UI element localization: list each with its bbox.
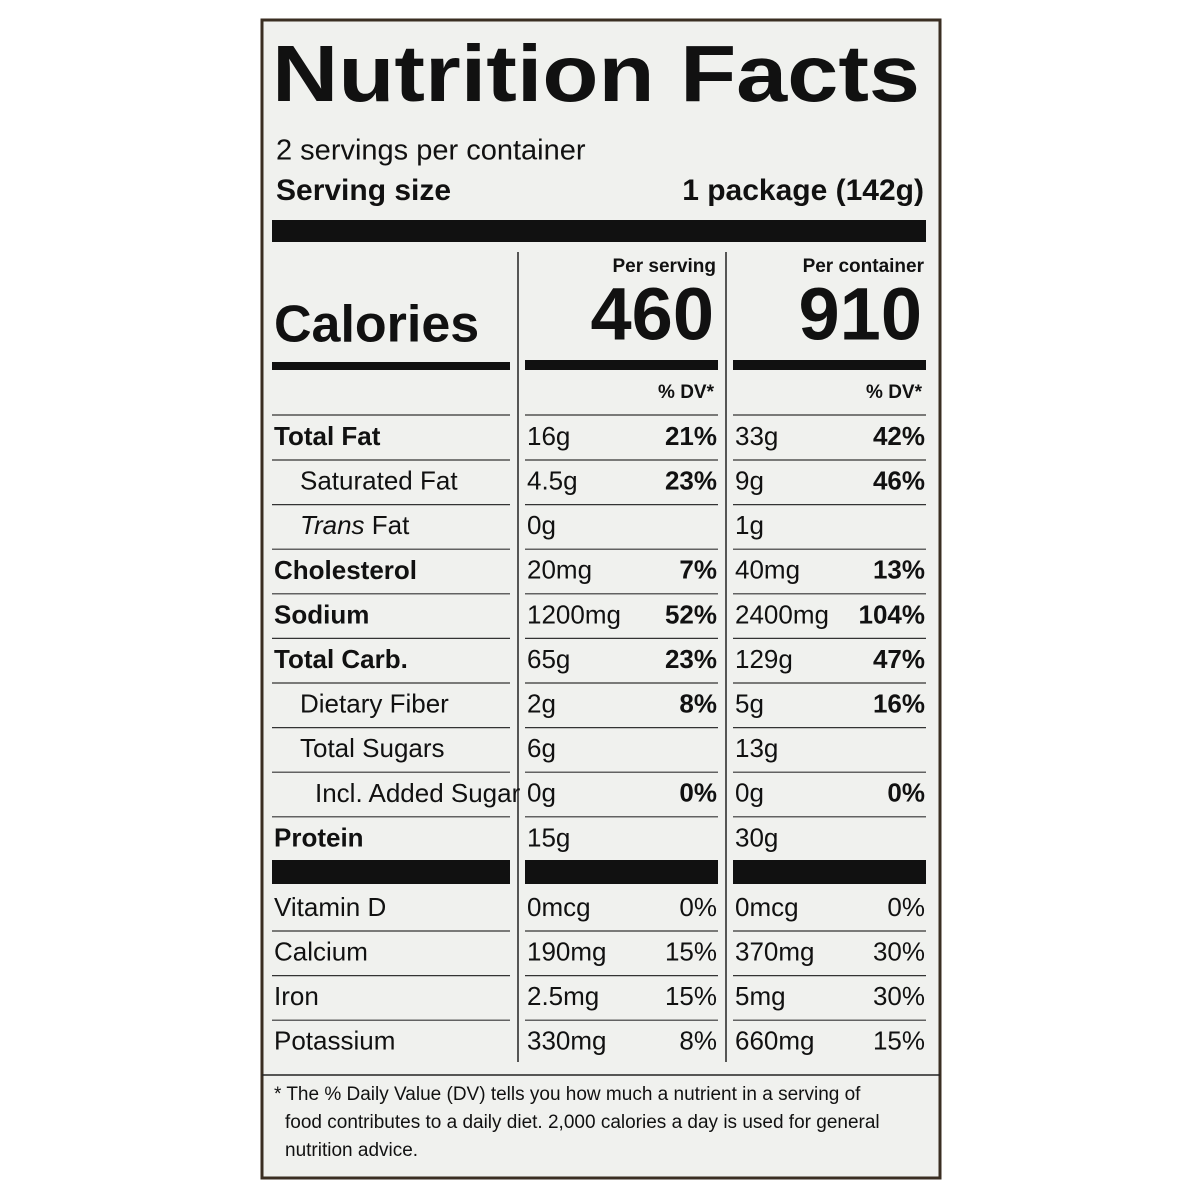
daily-value: 30%	[873, 936, 925, 966]
footnote: * The % Daily Value (DV) tells you how m…	[274, 1084, 861, 1105]
amount: 1200mg	[527, 599, 621, 629]
daily-value: 0%	[887, 778, 925, 808]
nutrient-name-text: Total Sugars	[300, 733, 445, 763]
nutrient-name: Total Fat	[274, 421, 381, 451]
amount: 2.5mg	[527, 981, 599, 1011]
nutrient-name-text: Protein	[274, 822, 364, 852]
daily-value: 8%	[679, 688, 717, 718]
daily-value: 0%	[679, 778, 717, 808]
daily-value: 23%	[665, 465, 717, 495]
amount: 129g	[735, 644, 793, 674]
amount: 5g	[735, 688, 764, 718]
nutrient-name-italic: Trans	[300, 510, 365, 540]
nutrient-name: Sodium	[274, 599, 369, 629]
daily-value: 7%	[679, 555, 717, 585]
label-box	[260, 18, 942, 1180]
amount: 9g	[735, 465, 764, 495]
nutrient-name-text: Total Carb.	[274, 644, 408, 674]
bar	[525, 360, 718, 370]
dv-header: % DV*	[866, 382, 923, 403]
serving-size-value: 1 package (142g)	[682, 174, 924, 207]
daily-value: 21%	[665, 421, 717, 451]
thick-bar	[272, 860, 510, 884]
footnote: food contributes to a daily diet. 2,000 …	[285, 1112, 880, 1133]
amount: 1g	[735, 510, 764, 540]
column-header: Per container	[803, 256, 925, 277]
nutrient-name-text: Sodium	[274, 599, 369, 629]
nutrient-name-text: Saturated Fat	[300, 465, 458, 495]
amount: 33g	[735, 421, 778, 451]
nutrient-name: Total Sugars	[300, 733, 445, 763]
daily-value: 15%	[665, 936, 717, 966]
daily-value: 46%	[873, 465, 925, 495]
nutrient-name: Incl. Added Sugar	[315, 778, 521, 808]
daily-value: 8%	[679, 1026, 717, 1056]
thick-bar	[733, 860, 926, 884]
amount: 16g	[527, 421, 570, 451]
nutrient-name-text: Fat	[365, 510, 411, 540]
vitamin-name: Potassium	[274, 1026, 395, 1056]
vitamin-name: Vitamin D	[274, 892, 386, 922]
amount: 20mg	[527, 555, 592, 585]
daily-value: 15%	[873, 1026, 925, 1056]
nutrient-name: Total Carb.	[274, 644, 408, 674]
nutrient-name-text: Dietary Fiber	[300, 688, 449, 718]
amount: 65g	[527, 644, 570, 674]
calories-value: 910	[799, 273, 922, 356]
daily-value: 0%	[887, 892, 925, 922]
thick-bar	[525, 860, 718, 884]
amount: 0g	[527, 510, 556, 540]
vitamin-name: Iron	[274, 981, 319, 1011]
calories-label: Calories	[274, 296, 479, 354]
daily-value: 104%	[859, 599, 926, 629]
amount: 30g	[735, 822, 778, 852]
nutrient-name-text: Incl. Added Sugar	[315, 778, 521, 808]
amount: 0g	[735, 778, 764, 808]
daily-value: 47%	[873, 644, 925, 674]
amount: 6g	[527, 733, 556, 763]
title: Nutrition Facts	[272, 29, 920, 118]
thick-bar	[272, 220, 926, 242]
nutrient-name: Cholesterol	[274, 555, 417, 585]
amount: 5mg	[735, 981, 786, 1011]
calories-value: 460	[591, 273, 714, 356]
amount: 40mg	[735, 555, 800, 585]
nutrient-name: Protein	[274, 822, 364, 852]
daily-value: 16%	[873, 688, 925, 718]
amount: 4.5g	[527, 465, 578, 495]
nutrient-name-text: Cholesterol	[274, 555, 417, 585]
nutrient-name: Trans Fat	[300, 510, 410, 540]
amount: 0mcg	[735, 892, 799, 922]
dv-header: % DV*	[658, 382, 715, 403]
servings: 2 servings per container	[276, 135, 586, 167]
vitamin-name: Calcium	[274, 936, 368, 966]
nutrient-name-text: Total Fat	[274, 421, 381, 451]
nutrient-name: Saturated Fat	[300, 465, 458, 495]
amount: 660mg	[735, 1026, 815, 1056]
amount: 13g	[735, 733, 778, 763]
daily-value: 42%	[873, 421, 925, 451]
amount: 190mg	[527, 936, 607, 966]
amount: 330mg	[527, 1026, 607, 1056]
daily-value: 30%	[873, 981, 925, 1011]
daily-value: 0%	[679, 892, 717, 922]
daily-value: 15%	[665, 981, 717, 1011]
footnote: nutrition advice.	[285, 1140, 418, 1161]
nutrient-name: Dietary Fiber	[300, 688, 449, 718]
amount: 2g	[527, 688, 556, 718]
amount: 0g	[527, 778, 556, 808]
column-header: Per serving	[613, 256, 717, 277]
amount: 370mg	[735, 936, 815, 966]
daily-value: 52%	[665, 599, 717, 629]
serving-size-label: Serving size	[276, 174, 451, 207]
daily-value: 13%	[873, 555, 925, 585]
amount: 0mcg	[527, 892, 591, 922]
amount: 15g	[527, 822, 570, 852]
bar	[733, 360, 926, 370]
amount: 2400mg	[735, 599, 829, 629]
bar	[272, 362, 510, 370]
daily-value: 23%	[665, 644, 717, 674]
